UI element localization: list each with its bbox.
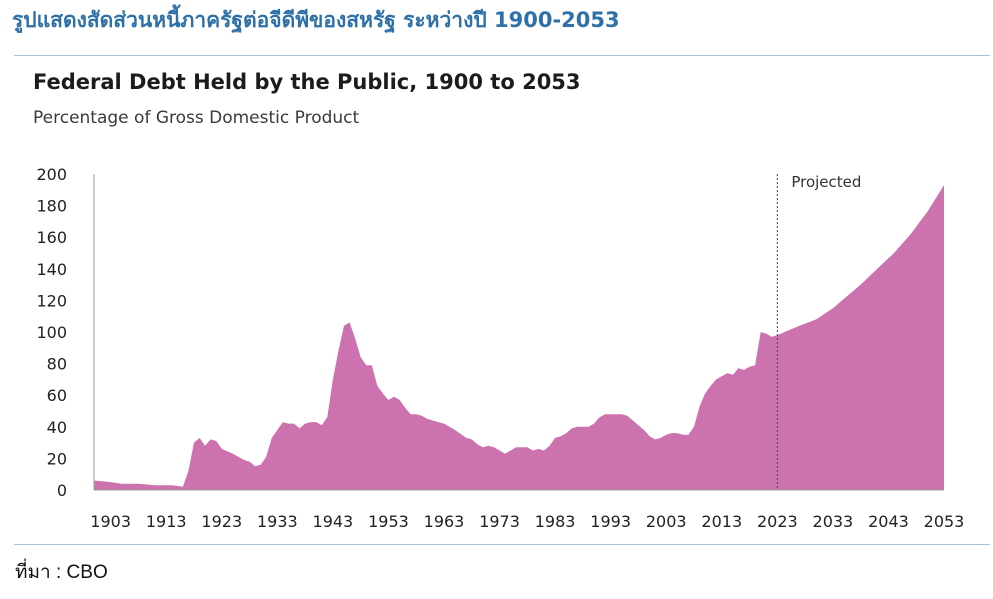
x-tick-label: 2023	[757, 512, 798, 531]
x-tick-label: 1943	[313, 512, 354, 531]
debt-chart: Federal Debt Held by the Public, 1900 to…	[33, 70, 964, 531]
x-tick-label: 1983	[535, 512, 576, 531]
chart-subtitle: Percentage of Gross Domestic Product	[33, 108, 360, 128]
y-tick-label: 140	[36, 260, 67, 279]
y-tick-label: 160	[36, 228, 67, 247]
y-tick-labels: 0 20 40 60 80 100 120 140 160 180 200	[36, 165, 67, 500]
x-tick-label: 1953	[368, 512, 409, 531]
chart-figure: Federal Debt Held by the Public, 1900 to…	[14, 55, 990, 545]
projected-annotation: Projected	[791, 173, 861, 191]
y-tick-label: 20	[47, 449, 67, 468]
x-tick-label: 1963	[424, 512, 465, 531]
x-tick-label: 1913	[146, 512, 187, 531]
x-tick-labels: 1903 1913 1923 1933 1943 1953 1963 1973 1983 1993…	[90, 512, 964, 531]
x-tick-label: 1903	[90, 512, 131, 531]
x-tick-label: 2043	[868, 512, 909, 531]
x-tick-label: 2053	[924, 512, 965, 531]
y-tick-label: 200	[36, 165, 67, 184]
y-tick-label: 120	[36, 291, 67, 310]
y-tick-label: 180	[36, 197, 67, 216]
y-tick-label: 80	[47, 355, 67, 374]
x-tick-label: 1993	[590, 512, 631, 531]
x-tick-label: 1923	[201, 512, 242, 531]
x-tick-label: 2003	[646, 512, 687, 531]
y-tick-label: 0	[57, 481, 67, 500]
y-tick-label: 40	[47, 418, 67, 437]
debt-area	[94, 185, 944, 490]
x-tick-label: 2033	[813, 512, 854, 531]
page-heading: รูปแสดงสัดส่วนหนี้ภาครัฐต่อจีดีพีของสหรั…	[12, 8, 620, 32]
source-note: ที่มา : CBO	[15, 562, 108, 583]
x-tick-label: 2013	[701, 512, 742, 531]
chart-title: Federal Debt Held by the Public, 1900 to…	[33, 70, 581, 94]
y-tick-label: 100	[36, 323, 67, 342]
x-tick-label: 1933	[257, 512, 298, 531]
x-tick-label: 1973	[479, 512, 520, 531]
y-tick-label: 60	[47, 386, 67, 405]
